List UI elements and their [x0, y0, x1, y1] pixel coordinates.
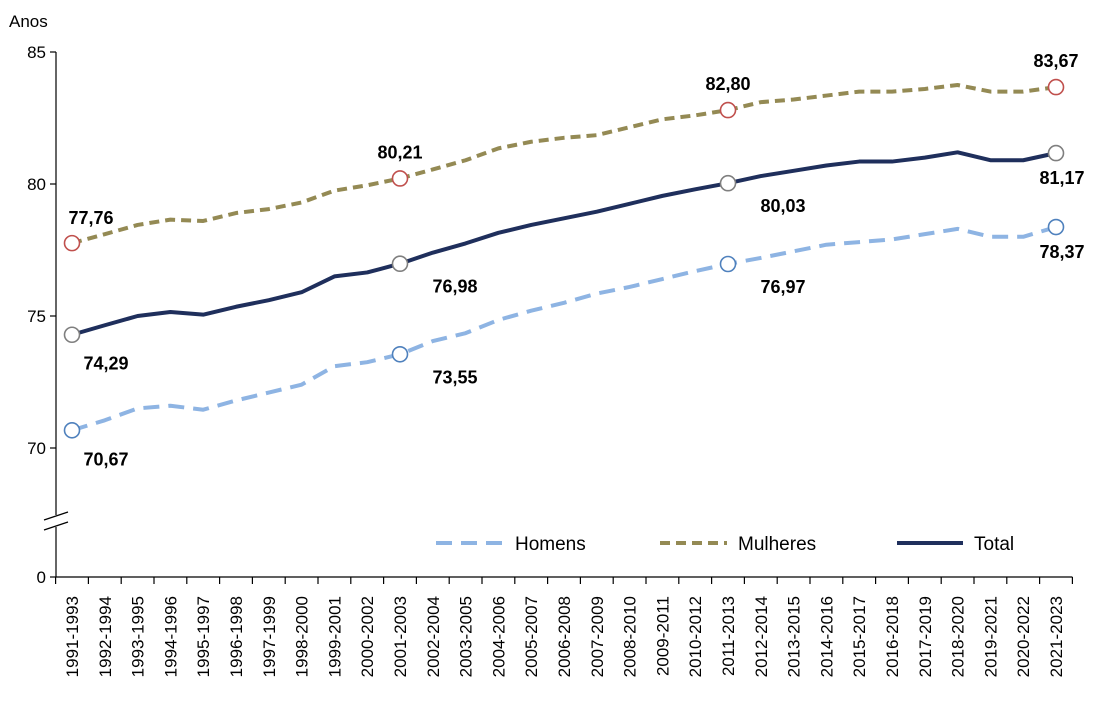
data-point-marker — [391, 345, 409, 363]
data-point-marker — [391, 255, 409, 273]
x-tick-label: 2014-2016 — [817, 596, 836, 677]
x-tick-label: 1996-1998 — [227, 596, 246, 677]
data-point-marker — [1047, 78, 1065, 96]
x-tick-label: 1997-1999 — [260, 596, 279, 677]
data-label: 77,76 — [68, 208, 113, 228]
x-tick-label: 2000-2002 — [358, 596, 377, 677]
x-tick-label: 1993-1995 — [129, 596, 148, 677]
y-tick-label: 0 — [37, 568, 46, 587]
x-tick-label: 1991-1993 — [63, 596, 82, 677]
series-line-homens — [71, 225, 1057, 433]
data-label: 73,55 — [432, 367, 477, 387]
x-tick-label: 2018-2020 — [949, 596, 968, 677]
axis-break-mark — [43, 521, 69, 531]
x-tick-label: 2012-2014 — [752, 596, 771, 677]
y-tick-label: 80 — [27, 175, 46, 194]
x-tick-label: 2003-2005 — [457, 596, 476, 677]
x-tick-label: 2008-2010 — [621, 596, 640, 677]
x-tick-label: 2019-2021 — [981, 596, 1000, 677]
y-tick-label: 85 — [27, 43, 46, 62]
x-tick-label: 2011-2013 — [719, 596, 738, 676]
legend-label-mulheres: Mulheres — [738, 534, 816, 555]
data-point-marker — [63, 422, 81, 439]
data-label: 83,67 — [1033, 51, 1078, 71]
x-tick-label: 1999-2001 — [325, 596, 344, 677]
series-line-mulheres — [71, 83, 1057, 246]
series-line-total — [71, 150, 1057, 337]
data-point-marker — [63, 234, 81, 252]
data-label: 80,21 — [377, 142, 422, 162]
x-tick-label: 2016-2018 — [883, 596, 902, 677]
data-label: 80,03 — [760, 196, 805, 216]
data-point-marker — [391, 170, 409, 187]
x-tick-label: 2001-2003 — [391, 596, 410, 677]
data-label: 82,80 — [705, 74, 750, 94]
x-tick-label: 1995-1997 — [194, 596, 213, 677]
x-tick-label: 2002-2004 — [424, 596, 443, 677]
x-tick-label: 2006-2008 — [555, 596, 574, 677]
legend-label-total: Total — [974, 534, 1014, 555]
x-tick-label: 2004-2006 — [489, 596, 508, 677]
x-tick-label: 2017-2019 — [916, 596, 935, 677]
x-tick-label: 2009-2011 — [653, 596, 672, 676]
data-label: 76,97 — [760, 277, 805, 297]
y-tick-label: 75 — [27, 307, 46, 326]
legend-label-homens: Homens — [515, 534, 586, 555]
data-label: 70,67 — [83, 449, 128, 469]
data-label: 74,29 — [83, 354, 128, 374]
data-point-marker — [719, 101, 737, 119]
axes: 0 70 75 80 85 1991-1993 1992-1994 1993-1995 1994… — [27, 43, 1074, 677]
x-tick-label: 2010-2012 — [686, 596, 705, 677]
x-tick-label: 2015-2017 — [850, 596, 869, 677]
x-tick-label: 2005-2007 — [522, 596, 541, 677]
data-point-marker — [1047, 144, 1065, 162]
y-tick-label: 70 — [27, 439, 46, 458]
x-tick-label: 2007-2009 — [588, 596, 607, 677]
data-label: 78,37 — [1039, 242, 1084, 262]
x-tick-label: 1994-1996 — [161, 596, 180, 677]
data-label: 81,17 — [1039, 168, 1084, 188]
x-tick-label: 1998-2000 — [293, 596, 312, 677]
data-label: 76,98 — [432, 277, 477, 297]
x-tick-label: 2021-2023 — [1047, 596, 1066, 677]
axis-break-mark — [43, 511, 69, 521]
x-tick-label: 1992-1994 — [96, 596, 115, 677]
data-labels: 70,67 73,55 76,97 78,37 77,76 80,21 82,80 83,67… — [68, 51, 1084, 469]
x-tick-label: 2013-2015 — [785, 596, 804, 677]
data-point-marker — [719, 255, 737, 273]
legend: Homens Mulheres Total — [436, 534, 1014, 555]
data-point-marker — [63, 326, 81, 344]
data-point-marker — [719, 174, 737, 192]
series-markers — [63, 78, 1065, 439]
y-axis-unit-label: Anos — [9, 12, 48, 31]
data-point-marker — [1047, 218, 1065, 236]
series-lines — [71, 83, 1057, 433]
x-tick-label: 2020-2022 — [1014, 596, 1033, 677]
